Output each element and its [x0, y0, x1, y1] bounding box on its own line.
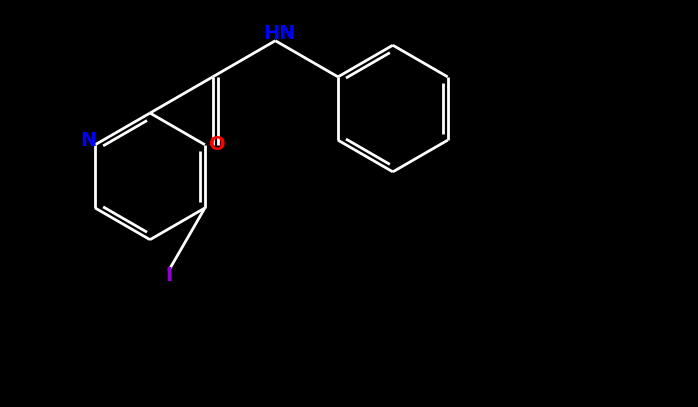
Text: I: I	[165, 266, 172, 285]
Text: HN: HN	[264, 24, 296, 43]
Text: O: O	[209, 135, 225, 154]
Text: N: N	[81, 131, 97, 150]
